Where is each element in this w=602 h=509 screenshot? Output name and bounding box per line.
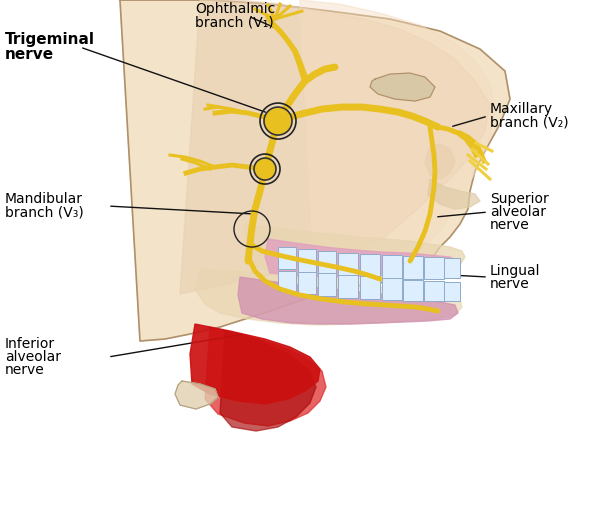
Polygon shape (338, 275, 358, 298)
Text: Ophthalmic: Ophthalmic (195, 2, 275, 16)
Polygon shape (444, 258, 460, 278)
Polygon shape (175, 381, 218, 409)
Polygon shape (300, 0, 495, 287)
Circle shape (254, 158, 276, 180)
Polygon shape (425, 144, 455, 179)
Polygon shape (360, 276, 380, 299)
Polygon shape (360, 254, 380, 279)
Polygon shape (444, 282, 460, 301)
Polygon shape (220, 331, 316, 431)
Text: Superior: Superior (490, 192, 549, 206)
Polygon shape (180, 0, 490, 294)
Text: branch (V₁): branch (V₁) (195, 15, 274, 29)
Circle shape (264, 107, 292, 135)
Text: Maxillary: Maxillary (490, 102, 553, 116)
Text: Lingual: Lingual (490, 264, 541, 278)
Text: Trigeminal: Trigeminal (5, 32, 95, 46)
Polygon shape (278, 247, 296, 269)
Text: Mandibular: Mandibular (5, 192, 83, 206)
Text: branch (V₃): branch (V₃) (5, 205, 84, 219)
Polygon shape (245, 224, 465, 277)
Polygon shape (424, 281, 444, 301)
Polygon shape (298, 249, 316, 273)
Text: branch (V₂): branch (V₂) (490, 115, 569, 129)
Polygon shape (382, 278, 402, 300)
Text: nerve: nerve (490, 277, 530, 291)
Polygon shape (370, 73, 435, 101)
Polygon shape (424, 257, 444, 279)
Text: alveolar: alveolar (490, 205, 546, 219)
Polygon shape (382, 255, 402, 279)
Polygon shape (195, 269, 462, 325)
Polygon shape (190, 324, 320, 404)
Text: nerve: nerve (5, 363, 45, 377)
Polygon shape (120, 0, 510, 341)
Polygon shape (298, 272, 316, 294)
Polygon shape (265, 239, 458, 277)
Text: nerve: nerve (5, 46, 54, 62)
Polygon shape (318, 273, 336, 296)
Text: alveolar: alveolar (5, 350, 61, 364)
Text: Inferior: Inferior (5, 337, 55, 351)
Polygon shape (403, 280, 423, 301)
Polygon shape (403, 256, 423, 279)
Polygon shape (318, 251, 336, 276)
Text: nerve: nerve (490, 218, 530, 232)
Polygon shape (338, 253, 358, 278)
Polygon shape (205, 327, 326, 426)
Polygon shape (428, 179, 480, 209)
Polygon shape (278, 271, 296, 291)
Polygon shape (238, 277, 458, 324)
